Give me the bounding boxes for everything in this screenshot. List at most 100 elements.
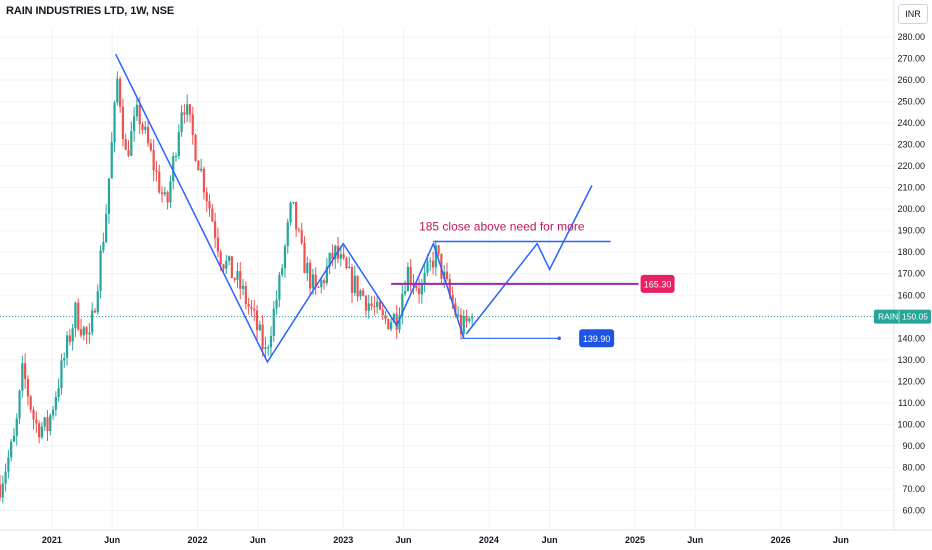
candle-body bbox=[387, 319, 390, 330]
candle-body bbox=[275, 299, 278, 309]
price-tick-label: 200.00 bbox=[897, 204, 925, 214]
candle-body bbox=[429, 260, 432, 262]
candle-body bbox=[191, 114, 194, 136]
time-tick-label: Jun bbox=[104, 535, 120, 545]
candle-body bbox=[437, 245, 440, 254]
candle-body bbox=[77, 302, 80, 330]
target-line-end-dot bbox=[557, 336, 561, 341]
target-price-badge bbox=[579, 329, 615, 348]
candle-body bbox=[364, 295, 368, 311]
candles bbox=[0, 71, 474, 504]
candle-body bbox=[381, 309, 384, 316]
candle-body bbox=[180, 112, 183, 133]
candle-body bbox=[255, 310, 259, 331]
candle-body bbox=[133, 116, 136, 132]
price-tick-label: 70.00 bbox=[902, 484, 925, 494]
candle-body bbox=[135, 104, 138, 117]
candle-body bbox=[26, 379, 30, 397]
projection-line bbox=[465, 185, 593, 335]
candle-body bbox=[295, 201, 298, 230]
candle-body bbox=[110, 141, 113, 179]
candle-body bbox=[216, 237, 220, 252]
candle-body bbox=[303, 242, 306, 274]
candle-body bbox=[202, 168, 206, 193]
candle-body bbox=[468, 318, 471, 322]
candle-body bbox=[230, 256, 233, 279]
candle-body bbox=[197, 160, 200, 171]
time-axis: 2021 Jun 2022 Jun 2023 Jun 2024 Jun 2025 Jun 2026 J… bbox=[0, 529, 932, 550]
candle-body bbox=[322, 280, 326, 283]
currency-selector[interactable]: INR bbox=[898, 4, 928, 24]
price-tick-label: 110.00 bbox=[898, 398, 925, 408]
candle-body bbox=[264, 347, 267, 350]
candle-body bbox=[200, 168, 203, 171]
candle-body bbox=[289, 202, 292, 223]
candle-body bbox=[272, 308, 275, 337]
candle-body bbox=[367, 303, 370, 311]
price-tick-label: 180.00 bbox=[897, 247, 925, 257]
price-axis-background bbox=[894, 0, 932, 550]
candle-body bbox=[63, 357, 66, 361]
time-tick-label: 2024 bbox=[479, 535, 499, 545]
candle-body bbox=[331, 252, 334, 260]
price-tick-label: 160.00 bbox=[897, 290, 925, 300]
candle-body bbox=[102, 242, 105, 251]
candle-body bbox=[457, 314, 460, 316]
price-tick-label: 130.00 bbox=[897, 355, 925, 365]
candle-body bbox=[395, 314, 398, 330]
candle-body bbox=[370, 303, 373, 307]
candle-body bbox=[127, 149, 130, 156]
candle-body bbox=[269, 336, 273, 348]
price-tick-label: 250.00 bbox=[897, 97, 925, 107]
candle-body bbox=[281, 268, 284, 275]
candle-body bbox=[93, 310, 97, 313]
candle-body bbox=[65, 335, 69, 358]
candle-body bbox=[292, 201, 295, 203]
candle-body bbox=[434, 245, 437, 268]
candle-body bbox=[158, 171, 161, 193]
candle-body bbox=[471, 316, 474, 319]
candle-body bbox=[423, 273, 426, 285]
resistance-price-label: 165.30 bbox=[644, 279, 672, 289]
candle-body bbox=[105, 213, 108, 243]
grid bbox=[0, 28, 894, 530]
candle-body bbox=[29, 396, 32, 410]
candle-body bbox=[1, 483, 4, 498]
candle-body bbox=[24, 363, 27, 380]
price-tick-label: 220.00 bbox=[897, 161, 925, 171]
annotation-text: 185 close above need for more bbox=[419, 220, 585, 234]
candle-body bbox=[451, 294, 454, 304]
candle-body bbox=[283, 246, 287, 269]
candle-body bbox=[79, 329, 83, 336]
candle-body bbox=[144, 126, 147, 130]
candle-body bbox=[152, 150, 155, 171]
candle-body bbox=[267, 347, 270, 349]
time-tick-label: 2021 bbox=[42, 535, 62, 545]
price-tick-label: 170.00 bbox=[897, 269, 925, 279]
candle-body bbox=[415, 285, 418, 289]
candle-body bbox=[339, 254, 342, 259]
time-tick-label: Jun bbox=[542, 535, 558, 545]
candle-body bbox=[116, 78, 119, 103]
candle-body bbox=[317, 286, 320, 288]
candle-body bbox=[311, 274, 314, 289]
candle-body bbox=[409, 266, 412, 284]
time-tick-label: Jun bbox=[250, 535, 266, 545]
candle-body bbox=[261, 324, 264, 350]
candle-body bbox=[46, 417, 49, 432]
drawings: 185 close above need for more 165.30 139.9… bbox=[115, 53, 675, 364]
candle-body bbox=[359, 290, 362, 297]
candle-body bbox=[406, 266, 409, 292]
candle-body bbox=[138, 104, 141, 125]
candle-body bbox=[82, 327, 85, 336]
candle-body bbox=[186, 104, 189, 115]
candle-body bbox=[348, 266, 351, 269]
candle-body bbox=[325, 266, 328, 283]
time-tick-label: 2025 bbox=[625, 535, 645, 545]
price-tick-label: 60.00 bbox=[902, 505, 925, 515]
candle-body bbox=[208, 201, 211, 209]
candle-body bbox=[163, 192, 166, 195]
symbol-title: RAIN INDUSTRIES LTD, 1W, NSE bbox=[6, 5, 175, 17]
candle-body bbox=[227, 256, 231, 261]
